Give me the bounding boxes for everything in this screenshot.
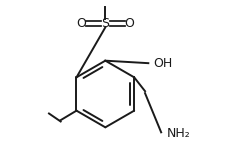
Text: OH: OH [154,57,173,70]
Text: O: O [124,17,135,30]
Text: S: S [101,17,109,30]
Text: NH₂: NH₂ [167,127,191,140]
Text: O: O [76,17,86,30]
